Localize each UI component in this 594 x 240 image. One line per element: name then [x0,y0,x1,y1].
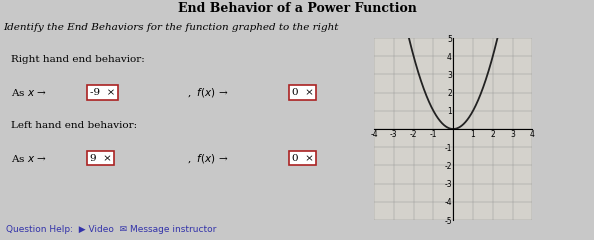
Text: End Behavior of a Power Function: End Behavior of a Power Function [178,2,416,16]
Text: As $x$ →: As $x$ → [11,153,47,164]
Text: Right hand end behavior:: Right hand end behavior: [11,55,145,64]
Text: Left hand end behavior:: Left hand end behavior: [11,121,137,130]
Text: ,  $f(x)$ →: , $f(x)$ → [187,86,228,99]
Text: -9  ×: -9 × [90,88,115,97]
Text: ,  $f(x)$ →: , $f(x)$ → [187,152,228,165]
Text: As $x$ →: As $x$ → [11,87,47,98]
Text: 9  ×: 9 × [90,154,112,163]
Text: Question Help:  ▶ Video  ✉ Message instructor: Question Help: ▶ Video ✉ Message instruc… [6,226,216,234]
Text: 0  ×: 0 × [292,88,314,97]
Text: Identify the End Behaviors for the function graphed to the right: Identify the End Behaviors for the funct… [3,24,339,32]
Text: 0  ×: 0 × [292,154,314,163]
